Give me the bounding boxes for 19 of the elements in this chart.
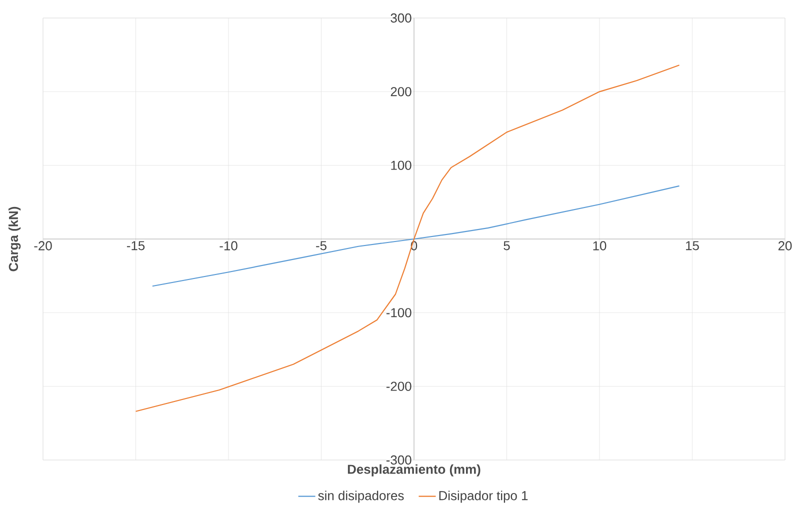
x-tick-label: -20: [34, 241, 52, 250]
y-tick-label: -300: [386, 455, 412, 465]
x-tick-label: 5: [504, 241, 510, 250]
legend-label: sin disipadores: [318, 490, 404, 503]
x-tick-label: -10: [220, 241, 238, 250]
legend-label: Disipador tipo 1: [439, 490, 528, 503]
x-tick-label: 15: [686, 241, 699, 250]
y-tick-label: -100: [386, 308, 412, 318]
y-axis-title: Carga (kN): [8, 206, 21, 272]
y-tick-label: -200: [386, 382, 412, 391]
x-tick-label: -5: [316, 241, 326, 250]
y-tick-label: 200: [390, 87, 412, 96]
x-tick-label: -15: [126, 241, 145, 250]
y-tick-label: 300: [390, 13, 412, 23]
x-axis-title: Desplazamiento (mm): [348, 464, 480, 476]
y-tick-label: 100: [391, 160, 412, 170]
x-tick-label: 10: [593, 241, 606, 250]
line-series: [152, 185, 680, 287]
x-tick-label: 20: [778, 241, 792, 250]
